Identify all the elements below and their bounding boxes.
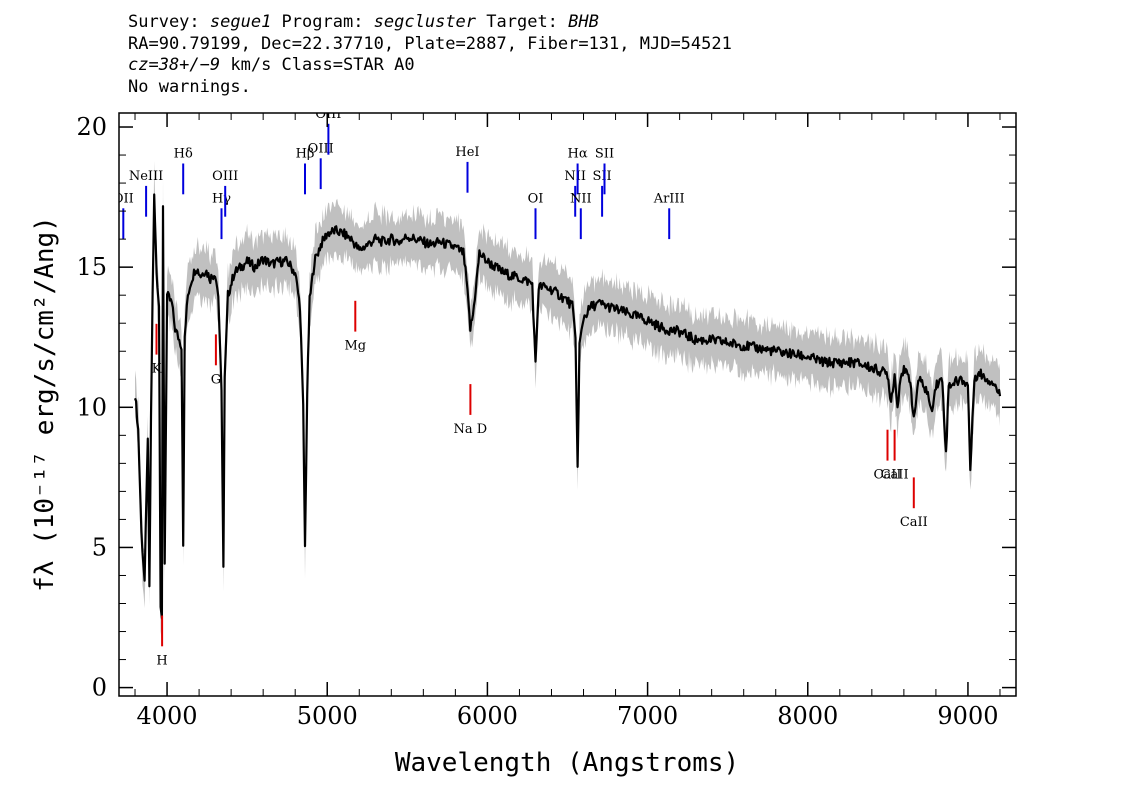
spectrum-line bbox=[133, 193, 1002, 620]
line-label: NII bbox=[564, 169, 586, 184]
header-line-warnings: No warnings. bbox=[128, 76, 251, 97]
line-label: Hγ bbox=[212, 191, 231, 206]
header-line-survey: Survey: segue1 Program: segcluster Targe… bbox=[128, 12, 732, 34]
y-tick-label: 10 bbox=[76, 393, 107, 421]
line-label: NeIII bbox=[129, 169, 163, 184]
error-band bbox=[135, 160, 1000, 643]
spectrum-header: Survey: segue1 Program: segcluster Targe… bbox=[128, 12, 732, 98]
spectrum-layer bbox=[133, 193, 1002, 620]
program-value: segcluster bbox=[373, 12, 477, 32]
x-tick-label: 8000 bbox=[777, 702, 838, 730]
line-label: OII bbox=[113, 191, 134, 206]
line-label: K bbox=[152, 362, 162, 377]
line-label: OIII bbox=[315, 107, 341, 122]
x-tick-label: 4000 bbox=[137, 702, 198, 730]
line-label: Mg bbox=[344, 339, 366, 354]
line-markers-layer: OIINeIIIHδHγOIIIHβOIIIOIIIHeIOINIIHαNIIS… bbox=[113, 107, 928, 668]
line-label: OI bbox=[528, 191, 544, 206]
line-label: H bbox=[156, 653, 167, 668]
line-label: SII bbox=[595, 147, 614, 162]
line-label: CaII bbox=[900, 515, 928, 530]
error-band-layer bbox=[135, 160, 1000, 643]
y-tick-label: 20 bbox=[76, 113, 107, 141]
line-label: Hα bbox=[568, 147, 588, 162]
survey-value: segue1 bbox=[209, 12, 272, 32]
line-label: OIII bbox=[212, 169, 238, 184]
line-label: Hδ bbox=[174, 147, 193, 162]
plot-frame bbox=[118, 112, 1017, 697]
header-line-coords: RA=90.79199, Dec=22.37710, Plate=2887, F… bbox=[128, 33, 732, 54]
x-tick-label: 5000 bbox=[297, 702, 358, 730]
line-label: CaII bbox=[874, 468, 902, 483]
x-tick-label: 6000 bbox=[457, 702, 518, 730]
program-key: Program: bbox=[271, 12, 374, 32]
line-label: Hβ bbox=[296, 147, 315, 162]
y-tick-label: 5 bbox=[92, 533, 107, 561]
y-axis-title: fλ (10⁻¹⁷ erg/s/cm²/Ang) bbox=[30, 216, 60, 592]
line-label: NII bbox=[570, 191, 592, 206]
line-label: CaII bbox=[881, 468, 909, 483]
class-text: km/s Class=STAR A0 bbox=[220, 55, 415, 75]
axis-ticks-layer: 4000 5000 6000 7000 8000 9000 0 5 10 15 20 bbox=[76, 113, 1016, 730]
header-line-redshift: cz=38+/−9 km/s Class=STAR A0 bbox=[128, 55, 732, 77]
line-label: ArIII bbox=[653, 191, 685, 206]
x-tick-label: 9000 bbox=[937, 702, 998, 730]
line-label: Na D bbox=[454, 422, 488, 437]
redshift-value: cz=38+/−9 bbox=[128, 55, 221, 75]
x-axis-title: Wavelength (Angstroms) bbox=[395, 748, 739, 778]
survey-key: Survey: bbox=[128, 12, 210, 32]
y-tick-label: 15 bbox=[76, 253, 107, 281]
line-label: OIII bbox=[308, 141, 334, 156]
target-key: Target: bbox=[476, 12, 569, 32]
line-label: SII bbox=[593, 169, 612, 184]
target-value: BHB bbox=[568, 12, 599, 32]
line-label: HeI bbox=[455, 145, 479, 160]
line-label: G bbox=[211, 372, 221, 387]
x-tick-label: 7000 bbox=[617, 702, 678, 730]
y-tick-label: 0 bbox=[92, 674, 107, 702]
